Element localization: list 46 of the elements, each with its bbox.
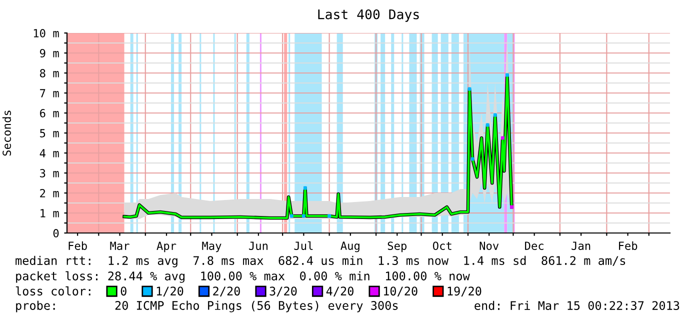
- point: [493, 113, 497, 117]
- legend-label: 2/20: [213, 286, 240, 296]
- point: [505, 73, 509, 77]
- text: end: Fri Mar 15 00:22:37 2013: [474, 300, 680, 310]
- x-tick-label: Feb: [68, 241, 87, 250]
- y-tick-label: 4 m: [40, 149, 59, 158]
- x-tick-label: Aug: [340, 242, 360, 252]
- x-tick-label: Jul: [294, 241, 313, 250]
- text: probe: 20 ICMP Echo Pings (56 Bytes) every 300s: [16, 300, 398, 312]
- y-tick-label: 9 m: [40, 49, 59, 58]
- y-tick-label: 0: [53, 229, 59, 238]
- text: median rtt: 1.2 ms avg 7.8 ms max 682.4 us min 1.3 ms now 1.4 ms sd 861.2 m am/s: [16, 256, 626, 268]
- x-tick-label: Jan: [572, 242, 590, 250]
- x-tick-label: May: [202, 242, 222, 252]
- legend-label: 1/20: [156, 286, 184, 296]
- x-tick-label: Sep: [388, 242, 406, 252]
- y-tick-label: 10 m: [34, 29, 59, 38]
- y-tick-label: 8 m: [40, 69, 59, 78]
- legend-label: 19/20: [448, 286, 482, 296]
- point: [290, 214, 294, 218]
- point: [486, 123, 490, 127]
- legend-title: loss color:: [16, 286, 90, 296]
- x-tick-label: Feb: [619, 241, 638, 250]
- y-tick-label: 5 m: [40, 129, 59, 138]
- x-tick-label: Jun: [249, 242, 268, 250]
- text: packet loss: 28.44 % avg 100.00 % max 0.00 % min 100.00 % now: [16, 271, 470, 283]
- y-tick-label: 6 m: [40, 109, 59, 118]
- legend-label: 0: [120, 286, 126, 296]
- x-tick-label: Dec: [525, 242, 544, 250]
- point: [500, 136, 504, 140]
- y-tick-label: 2 m: [40, 189, 59, 198]
- point: [303, 186, 307, 190]
- x-tick-label: Oct: [432, 242, 452, 250]
- x-tick-label: Nov: [480, 242, 499, 250]
- point: [510, 205, 514, 209]
- y-tick-label: 1 m: [40, 209, 59, 218]
- chart-title: Last 400 Days: [318, 9, 419, 22]
- legend-label: 4/20: [326, 286, 354, 296]
- y-axis-title: Seconds: [2, 110, 12, 156]
- y-tick-label: 7 m: [40, 89, 59, 98]
- point: [302, 214, 306, 218]
- x-tick-label: Mar: [110, 242, 130, 250]
- x-tick-label: Apr: [156, 242, 176, 252]
- legend-label: 3/20: [270, 286, 297, 296]
- y-tick-label: 3 m: [40, 169, 59, 178]
- legend-label: 10/20: [384, 286, 418, 296]
